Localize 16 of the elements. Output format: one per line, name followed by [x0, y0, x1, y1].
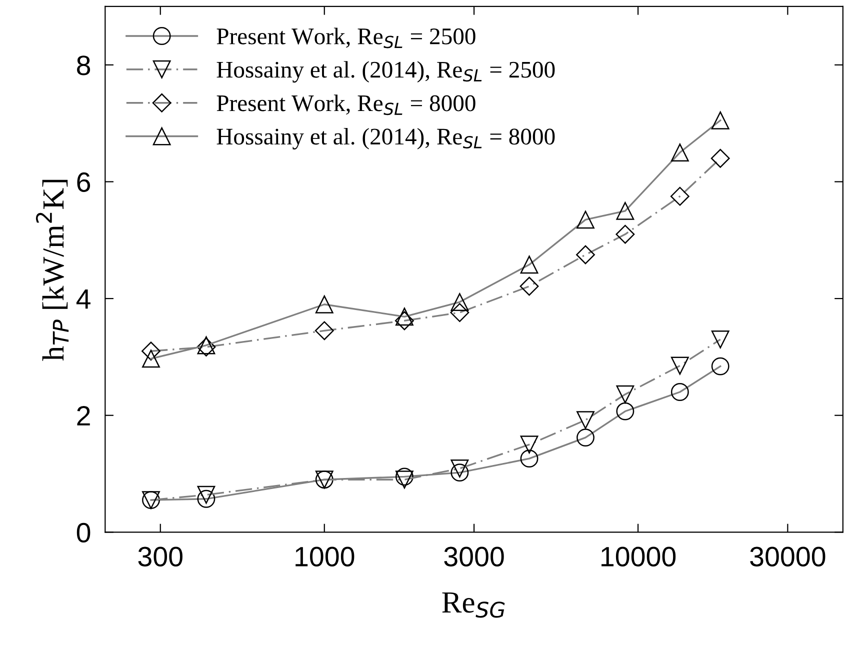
x-tick-label: 30000: [750, 546, 826, 566]
x-tick-label: 10000: [602, 546, 676, 566]
y-tick-label: 4: [76, 289, 90, 309]
y-tick-label: 2: [77, 406, 90, 426]
y-tick-label: 0: [76, 522, 90, 543]
x-tick-label: 1000: [296, 546, 354, 566]
legend-label: Present Work, Re$_{SL}$ = 8000: [216, 94, 476, 116]
legend-label: Hossainy et al. (2014), Re$_{SL}$ = 8000: [216, 128, 555, 150]
legend-label: Present Work, Re$_{SL}$ = 2500: [216, 28, 476, 48]
x-tick-label: 3000: [444, 546, 504, 566]
y-tick-label: 8: [77, 56, 90, 76]
y-tick-label: 6: [77, 172, 90, 192]
x-axis-title: Re$_{SG}$: [442, 592, 505, 618]
y-axis-title: h$_{TP}$ [kW/m$^{2}$K]: [36, 180, 69, 361]
x-tick-label: 300: [138, 546, 182, 566]
legend-label: Hossainy et al. (2014), Re$_{SL}$ = 2500: [216, 61, 555, 83]
